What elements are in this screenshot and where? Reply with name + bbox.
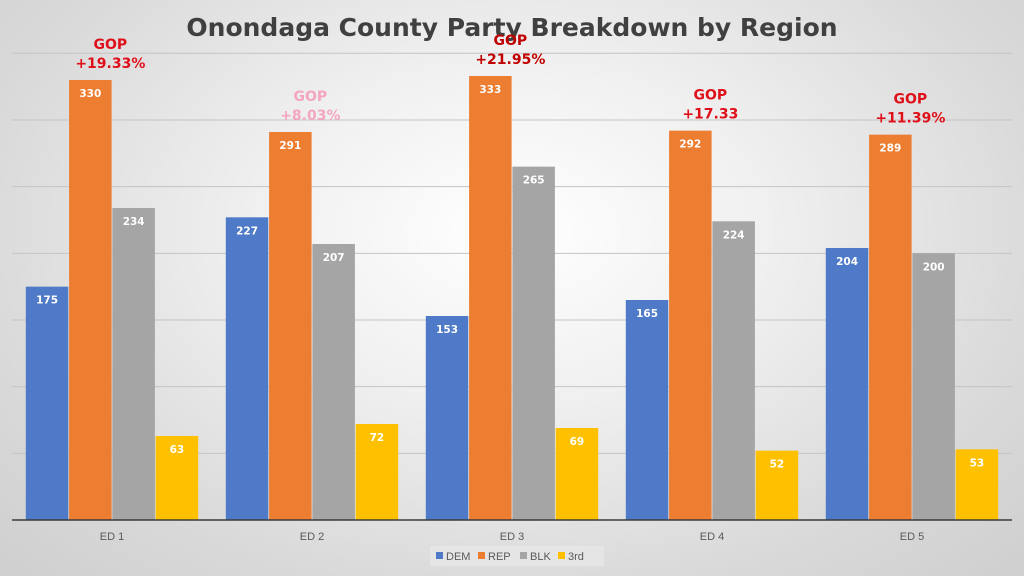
- annotation-party: GOP: [894, 92, 928, 108]
- data-label: 72: [370, 432, 385, 444]
- data-label: 207: [323, 252, 345, 264]
- data-label: 291: [279, 140, 301, 152]
- annotations: GOP +19.33% GOP +8.03% GOP +21.95% GOP +17.33 GO…: [75, 33, 945, 127]
- bar-rep: [869, 134, 912, 520]
- legend-label-blk: BLK: [530, 551, 551, 563]
- data-label: 204: [836, 256, 858, 268]
- data-label: 175: [36, 295, 58, 307]
- annotation-margin: +19.33%: [75, 56, 145, 72]
- x-tick-label: ED 1: [100, 531, 124, 543]
- data-label: 53: [970, 457, 985, 469]
- bar-blk: [512, 166, 555, 521]
- data-label: 234: [123, 216, 145, 228]
- x-tick-label: ED 3: [500, 531, 524, 543]
- chart-title: Onondaga County Party Breakdown by Regio…: [186, 13, 837, 42]
- bar-rep: [669, 130, 712, 520]
- legend-label-dem: DEM: [446, 551, 470, 563]
- data-label: 224: [723, 229, 745, 241]
- annotation-party: GOP: [94, 37, 128, 53]
- x-tick-label: ED 2: [300, 531, 324, 543]
- bar-blk: [312, 243, 355, 520]
- bar-rep: [469, 75, 512, 520]
- bar-3rd: [955, 449, 999, 520]
- x-tick-label: ED 4: [700, 531, 724, 543]
- bar-dem: [225, 217, 269, 521]
- bar-blk: [712, 221, 755, 520]
- annotation-party: GOP: [694, 88, 728, 104]
- annotation-margin: +11.39%: [875, 111, 945, 127]
- bar-dem: [625, 299, 669, 520]
- bar-dem: [25, 286, 69, 520]
- data-label: 165: [636, 308, 658, 320]
- bar-rep: [269, 131, 312, 520]
- data-label: 69: [570, 436, 585, 448]
- x-tick-labels: ED 1 ED 2 ED 3 ED 4 ED 5: [100, 531, 924, 543]
- bar-blk: [912, 253, 955, 521]
- data-label: 265: [523, 175, 545, 187]
- legend-swatch-dem: [436, 552, 443, 559]
- bar-rep: [69, 79, 112, 521]
- bar-3rd: [755, 450, 799, 520]
- data-label: 52: [770, 459, 785, 471]
- bar-3rd: [355, 423, 399, 520]
- legend-swatch-3rd: [558, 552, 565, 559]
- bars: [25, 75, 999, 521]
- data-label: 63: [170, 444, 185, 456]
- annotation-margin: +21.95%: [475, 52, 545, 68]
- annotation-party: GOP: [494, 33, 528, 49]
- data-label: 200: [923, 261, 945, 273]
- legend: DEM REP BLK 3rd: [430, 546, 604, 566]
- data-label: 227: [236, 225, 258, 237]
- annotation-margin: +8.03%: [280, 108, 340, 124]
- legend-box: [430, 546, 604, 566]
- legend-swatch-rep: [478, 552, 485, 559]
- data-label: 330: [79, 88, 101, 100]
- legend-label-3rd: 3rd: [568, 551, 584, 563]
- data-labels: 175 330 234 63 227 291 207 72 153 333 265 69 165 292 2…: [36, 84, 984, 471]
- bar-blk: [112, 207, 155, 520]
- annotation-margin: +17.33: [682, 107, 738, 123]
- x-tick-label: ED 5: [900, 531, 924, 543]
- bar-3rd: [555, 427, 599, 520]
- data-label: 289: [879, 143, 901, 155]
- legend-label-rep: REP: [488, 551, 511, 563]
- data-label: 333: [479, 84, 501, 96]
- bar-3rd: [155, 435, 199, 520]
- bar-dem: [425, 315, 469, 520]
- annotation-party: GOP: [294, 89, 328, 105]
- data-label: 153: [436, 324, 458, 336]
- legend-swatch-blk: [520, 552, 527, 559]
- bar-dem: [825, 247, 869, 520]
- data-label: 292: [679, 139, 701, 151]
